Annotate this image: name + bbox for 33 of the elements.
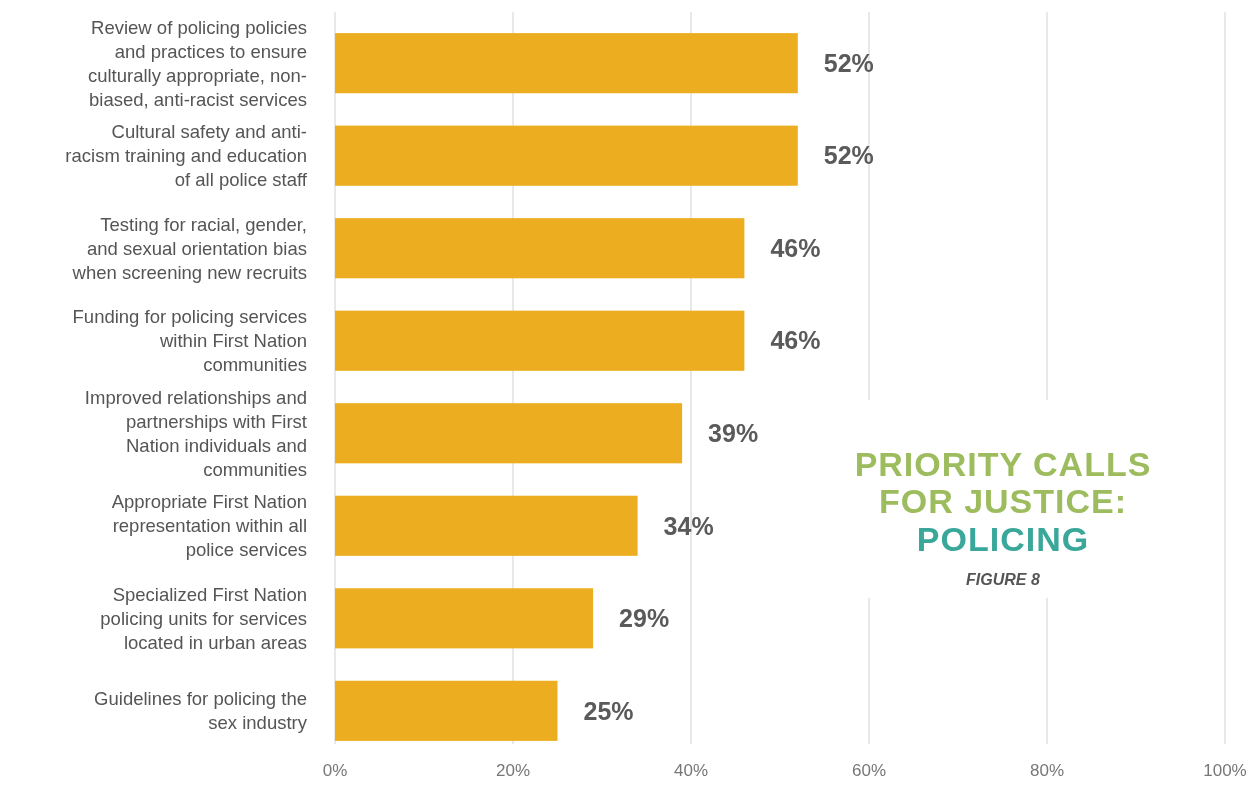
y-tick-label: Testing for racial, gender, and sexual orientation bias when screening new recruits [71, 213, 307, 283]
bar [335, 403, 683, 464]
x-tick-label: 0% [322, 761, 348, 780]
data-label: 52% [823, 141, 874, 170]
y-tick-label: Guidelines for policing the sex industry [94, 688, 308, 734]
text: PRIORITY CALLS FOR JUSTICE: [854, 445, 1152, 520]
data-label: 34% [663, 511, 714, 540]
bar [335, 588, 594, 649]
bar [335, 310, 745, 371]
x-tick-label: 60% [851, 761, 887, 780]
data-label: 46% [770, 233, 821, 262]
y-tick-label: Specialized First Nation policing units for services located in urban areas [100, 583, 307, 653]
x-tick-label: 100% [1203, 761, 1247, 780]
bar [335, 125, 798, 186]
y-tick-label: Appropriate First Nation representation within all police services [111, 491, 307, 561]
bar [335, 495, 638, 556]
data-label: 52% [823, 48, 874, 77]
x-tick-label: 40% [673, 761, 709, 780]
annotation: FIGURE 8 [966, 571, 1040, 588]
y-tick-label: Cultural safety and anti-racism training and education of all police staff [65, 121, 308, 191]
data-label: 46% [770, 326, 821, 355]
y-tick-label: Review of policing policies and practices to ensure culturally appropriate, non-biased, anti-racist services [87, 16, 307, 110]
x-tick-label: 80% [1029, 761, 1065, 780]
x-tick-label: 20% [495, 761, 531, 780]
data-label: 39% [708, 419, 759, 448]
bar [335, 680, 558, 741]
y-tick-label: Funding for policing services within First Nation communities [72, 306, 307, 376]
data-label: 29% [619, 604, 670, 633]
bar [335, 33, 798, 94]
y-tick-label: Improved relationships and partnerships with First Nation individuals and communities [84, 386, 307, 480]
text: POLICING [916, 520, 1090, 558]
bar [335, 218, 745, 279]
data-label: 25% [583, 696, 634, 725]
